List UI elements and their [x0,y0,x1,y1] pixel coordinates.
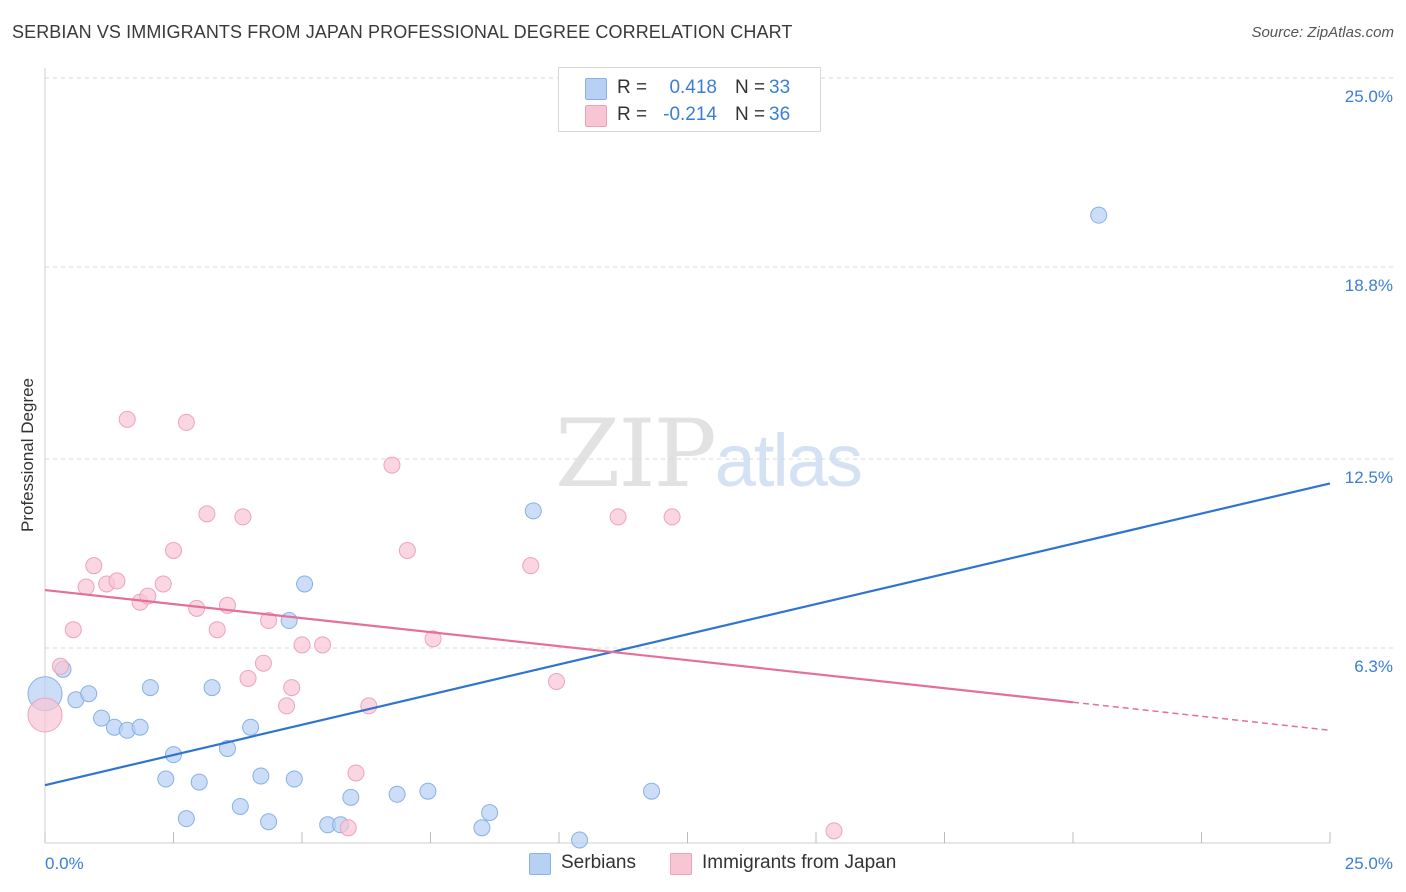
y-tick-label: 18.8% [1345,276,1393,295]
point-japan [663,508,681,526]
point-japan [547,673,565,691]
point-serbians [280,612,298,630]
point-japan [260,612,278,630]
point-serbians [157,770,175,788]
point-japan [85,557,103,575]
bottom-legend-label: Serbians [561,852,636,873]
point-japan [27,697,63,733]
legend-swatch-serbians [585,78,607,100]
y-tick-label: 25.0% [1345,87,1393,106]
point-serbians [141,679,159,697]
point-japan [609,508,627,526]
y-axis-label: Professional Degree [18,377,37,533]
point-serbians [242,718,260,736]
point-serbians [1090,206,1108,224]
y-tick-label: 12.5% [1345,468,1393,487]
point-japan [825,822,843,840]
x-tick-label: 0.0% [45,854,84,873]
correlation-legend: R = 0.418 N = 33 R = -0.214 N = 36 [558,67,821,132]
legend-r-label: R = [617,104,648,125]
point-serbians [252,767,270,785]
point-serbians [481,804,499,822]
point-japan [239,669,257,687]
point-serbians [80,685,98,703]
point-japan [118,410,136,428]
point-serbians [524,502,542,520]
point-japan [293,636,311,654]
point-japan [347,764,365,782]
legend-swatch-japan [585,105,607,127]
legend-r-value: 0.418 [669,77,717,98]
point-japan [383,456,401,474]
point-japan [108,572,126,590]
legend-n-label: N = [735,104,766,125]
point-serbians [342,788,360,806]
bottom-legend-swatch-japan [670,853,692,875]
point-japan [198,505,216,523]
y-tick-label: 6.3% [1354,657,1393,676]
point-serbians [218,740,236,758]
point-serbians [419,782,437,800]
point-serbians [388,785,406,803]
point-japan [64,621,82,639]
point-japan [398,541,416,559]
source-label: Source: ZipAtlas.com [1251,24,1394,41]
point-japan [254,654,272,672]
legend-r-label: R = [617,77,648,98]
legend-r-value: -0.214 [663,104,717,125]
point-serbians [93,709,111,727]
point-japan [165,541,182,559]
point-japan [77,578,95,596]
x-tick-label: 25.0% [1345,854,1393,873]
bottom-legend-swatch-serbians [529,853,551,875]
point-japan [188,599,206,617]
point-japan [51,657,69,675]
point-serbians [131,718,149,736]
chart-title: SERBIAN VS IMMIGRANTS FROM JAPAN PROFESS… [12,22,793,42]
point-japan [234,508,252,526]
point-japan [522,557,540,575]
trend-line-dashed-japan [1072,701,1331,732]
point-serbians [571,831,589,849]
point-japan [154,575,172,593]
point-serbians [643,782,661,800]
trend-line-japan [44,588,1074,704]
point-serbians [203,679,221,697]
point-japan [314,636,332,654]
point-serbians [296,575,314,593]
point-japan [283,679,301,697]
point-japan [208,621,226,639]
point-serbians [260,813,278,831]
legend-n-value: 36 [769,104,791,125]
point-japan [177,413,195,431]
point-serbians [177,810,195,828]
point-serbians [231,797,249,815]
legend-n-label: N = [735,77,766,98]
point-serbians [285,770,303,788]
point-japan [424,630,442,648]
legend-n-value: 33 [769,77,791,98]
point-japan [278,697,296,715]
trend-line-serbians [44,482,1331,787]
point-serbians [190,773,208,791]
point-japan [339,819,357,837]
point-serbians [473,819,491,837]
bottom-legend-label: Immigrants from Japan [702,852,897,873]
